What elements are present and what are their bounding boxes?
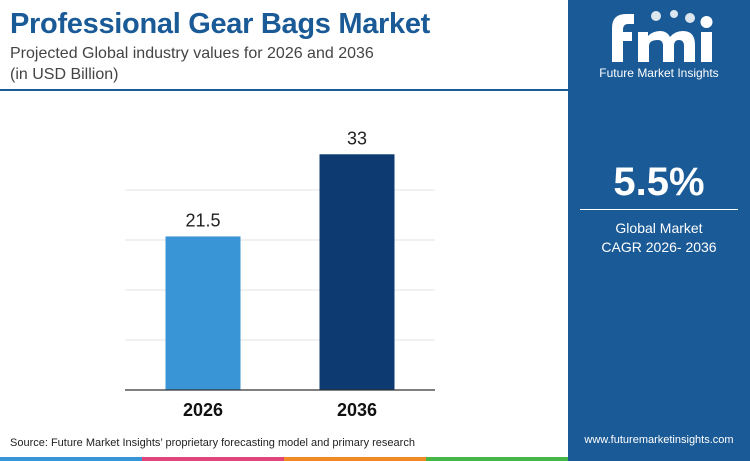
cagr-label-line2: CAGR 2026- 2036: [601, 239, 717, 255]
bar-2036: [319, 154, 395, 390]
cagr-label-line1: Global Market: [615, 220, 703, 236]
stripe-segment: [0, 457, 142, 461]
chart-title: Professional Gear Bags Market: [10, 8, 431, 40]
cagr-divider: [580, 209, 738, 210]
website-url: www.futuremarketinsights.com: [584, 434, 734, 446]
source-note: Source: Future Market Insights’ propriet…: [10, 437, 415, 449]
data-label-2036: 33: [347, 128, 367, 148]
side-panel: Future Market Insights 5.5% Global Marke…: [568, 0, 750, 461]
fmi-logo: [612, 10, 713, 62]
x-tick-2036: 2036: [337, 400, 377, 420]
brand-name: Future Market Insights: [599, 66, 719, 80]
stripe-segment: [284, 457, 426, 461]
x-tick-2026: 2026: [183, 400, 223, 420]
header-divider: [0, 89, 572, 91]
bar-chart: 21.5 2026 33 2036: [125, 128, 435, 420]
cagr-value: 5.5%: [613, 160, 705, 204]
chart-subtitle: Projected Global industry values for 202…: [10, 45, 374, 62]
bar-2026: [165, 236, 241, 390]
unit-label: (in USD Billion): [10, 66, 119, 83]
color-stripe: [0, 457, 568, 461]
data-label-2026: 21.5: [185, 210, 220, 230]
stripe-segment: [426, 457, 568, 461]
cagr-label: Global Market CAGR 2026- 2036: [568, 219, 750, 257]
stripe-segment: [142, 457, 284, 461]
